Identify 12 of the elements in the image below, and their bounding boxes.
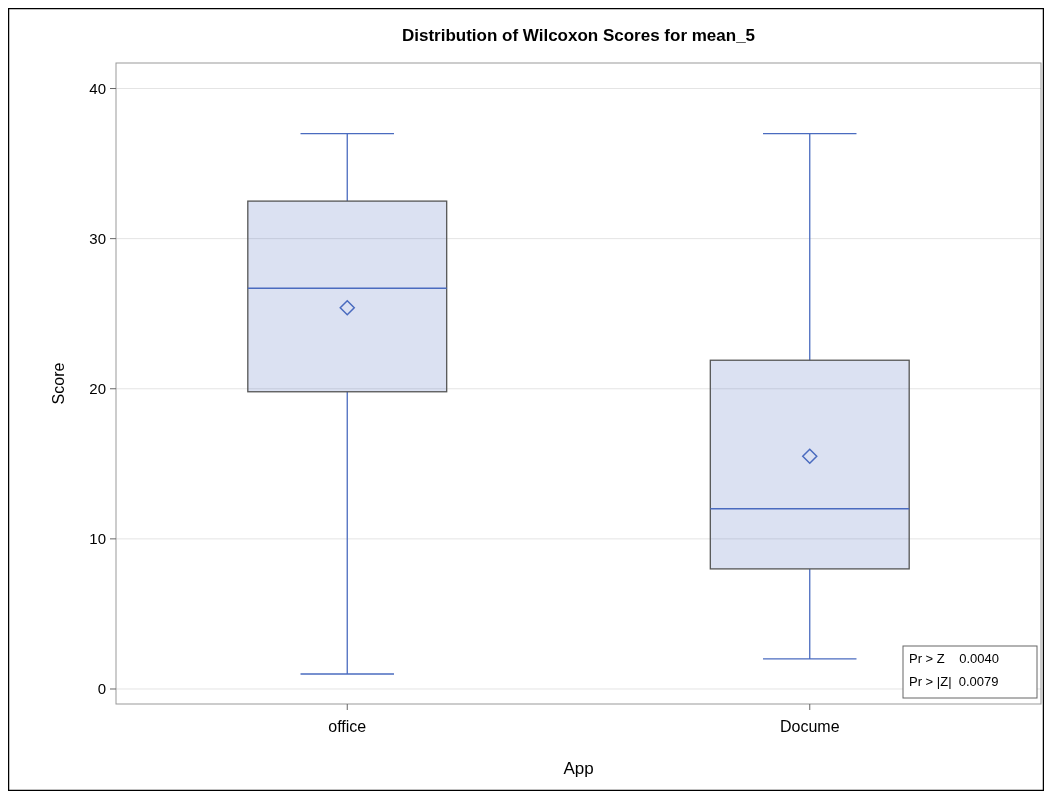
chart-title: Distribution of Wilcoxon Scores for mean_5 (401, 26, 756, 45)
y-axis-title: Score (50, 362, 67, 405)
y-tick-label: 0 (97, 680, 106, 698)
annotation: Pr > |Z| 0.0079 (909, 674, 999, 689)
y-tick-label: 20 (89, 380, 106, 397)
x-tick-label: office (328, 718, 367, 735)
y-tick-label: 10 (89, 530, 106, 548)
y-tick-label: 30 (89, 229, 106, 247)
x-axis-title: App (563, 759, 594, 778)
x-tick-label: Docume (779, 718, 840, 735)
y-tick-label: 40 (89, 79, 106, 97)
annotation: Pr > Z 0.0040 (909, 651, 999, 666)
